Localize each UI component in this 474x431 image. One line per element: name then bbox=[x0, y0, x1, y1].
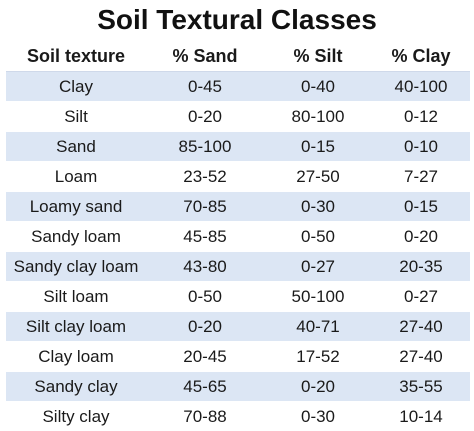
clay-cell: 20-35 bbox=[372, 252, 470, 282]
silt-cell: 80-100 bbox=[264, 102, 372, 132]
header-clay: % Clay bbox=[372, 41, 470, 72]
silt-cell: 0-30 bbox=[264, 402, 372, 431]
soil-texture-cell: Sandy clay loam bbox=[6, 252, 146, 282]
clay-cell: 0-10 bbox=[372, 132, 470, 162]
silt-cell: 17-52 bbox=[264, 342, 372, 372]
clay-cell: 27-40 bbox=[372, 312, 470, 342]
silt-cell: 0-20 bbox=[264, 372, 372, 402]
soil-texture-cell: Silt clay loam bbox=[6, 312, 146, 342]
clay-cell: 0-15 bbox=[372, 192, 470, 222]
soil-texture-cell: Silty clay bbox=[6, 402, 146, 431]
soil-texture-cell: Sandy loam bbox=[6, 222, 146, 252]
silt-cell: 27-50 bbox=[264, 162, 372, 192]
soil-texture-cell: Loam bbox=[6, 162, 146, 192]
clay-cell: 0-27 bbox=[372, 282, 470, 312]
soil-texture-cell: Clay loam bbox=[6, 342, 146, 372]
header-soil-texture: Soil texture bbox=[6, 41, 146, 72]
soil-texture-cell: Loamy sand bbox=[6, 192, 146, 222]
silt-cell: 0-27 bbox=[264, 252, 372, 282]
clay-cell: 27-40 bbox=[372, 342, 470, 372]
table-header-row: Soil texture % Sand % Silt % Clay bbox=[6, 41, 470, 72]
sand-cell: 45-65 bbox=[146, 372, 264, 402]
sand-cell: 0-20 bbox=[146, 312, 264, 342]
sand-cell: 70-85 bbox=[146, 192, 264, 222]
sand-cell: 0-45 bbox=[146, 72, 264, 102]
silt-cell: 40-71 bbox=[264, 312, 372, 342]
sand-cell: 20-45 bbox=[146, 342, 264, 372]
clay-cell: 0-12 bbox=[372, 102, 470, 132]
soil-texture-cell: Silt loam bbox=[6, 282, 146, 312]
soil-texture-cell: Sandy clay bbox=[6, 372, 146, 402]
clay-cell: 7-27 bbox=[372, 162, 470, 192]
silt-cell: 0-40 bbox=[264, 72, 372, 102]
sand-cell: 23-52 bbox=[146, 162, 264, 192]
soil-texture-cell: Silt bbox=[6, 102, 146, 132]
silt-cell: 0-30 bbox=[264, 192, 372, 222]
silt-cell: 50-100 bbox=[264, 282, 372, 312]
header-sand: % Sand bbox=[146, 41, 264, 72]
page: Soil Textural Classes Soil texture % San… bbox=[0, 0, 474, 421]
soil-texture-cell: Sand bbox=[6, 132, 146, 162]
silt-cell: 0-15 bbox=[264, 132, 372, 162]
sand-cell: 0-50 bbox=[146, 282, 264, 312]
sand-cell: 43-80 bbox=[146, 252, 264, 282]
sand-cell: 0-20 bbox=[146, 102, 264, 132]
soil-texture-cell: Clay bbox=[6, 72, 146, 102]
clay-cell: 10-14 bbox=[372, 402, 470, 431]
sand-cell: 45-85 bbox=[146, 222, 264, 252]
clay-cell: 0-20 bbox=[372, 222, 470, 252]
page-title: Soil Textural Classes bbox=[0, 2, 474, 38]
header-silt: % Silt bbox=[264, 41, 372, 72]
sand-cell: 85-100 bbox=[146, 132, 264, 162]
clay-cell: 35-55 bbox=[372, 372, 470, 402]
sand-cell: 70-88 bbox=[146, 402, 264, 431]
clay-cell: 40-100 bbox=[372, 72, 470, 102]
silt-cell: 0-50 bbox=[264, 222, 372, 252]
